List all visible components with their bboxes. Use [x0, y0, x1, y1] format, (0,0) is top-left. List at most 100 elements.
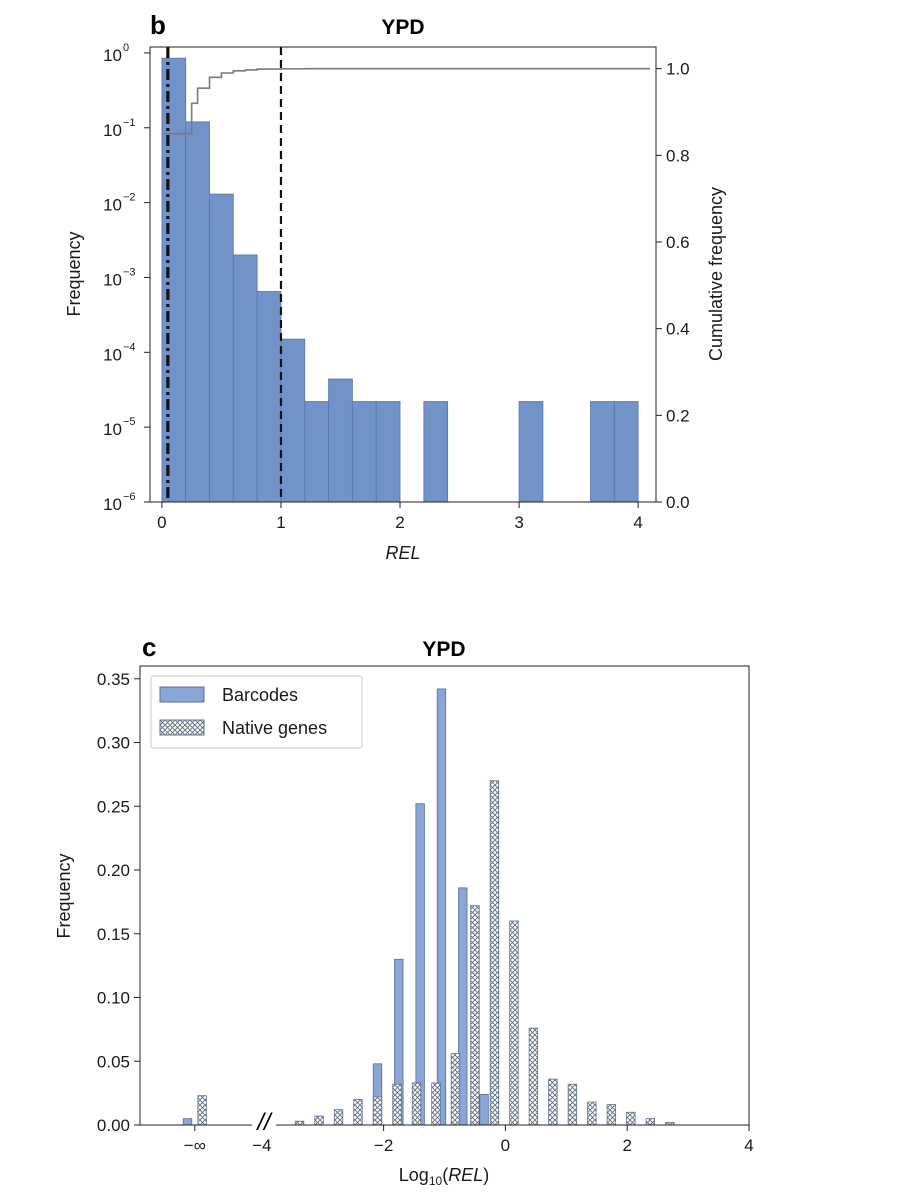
- x-tick-label: 4: [633, 513, 642, 532]
- cumulative-curve: [161, 67, 651, 135]
- barcodes-bar: [415, 803, 425, 1126]
- native-genes-bar: [372, 1096, 383, 1126]
- native-genes-bar: [411, 1082, 422, 1126]
- native-genes-bar: [431, 1082, 441, 1126]
- histogram-bar: [328, 378, 353, 503]
- panel-c: c YPD −∞ −4 −2 0 2 4 0.00 0.05 0.10 0.15 0.20 0.25…: [54, 632, 754, 1188]
- native-genes-bar: [528, 1027, 539, 1126]
- histogram-bar: [613, 401, 639, 503]
- panel-c-bars: [182, 688, 675, 1126]
- native-genes-neg-inf-bar: [197, 1095, 207, 1126]
- y-tick-label: 10: [103, 420, 122, 439]
- y2-tick-label: 1.0: [666, 60, 690, 79]
- legend: Barcodes Native genes: [150, 675, 363, 749]
- histogram-bar: [423, 401, 449, 503]
- panel-b-y2-label: Cumulative frequency: [706, 187, 726, 361]
- native-genes-bar: [353, 1099, 363, 1126]
- axis-break-symbol: //: [255, 1109, 273, 1136]
- y-tick-label: 0.15: [97, 925, 130, 944]
- x-tick-label: 1: [276, 513, 285, 532]
- panel-b-cumulative: [161, 67, 651, 135]
- native-genes-bar: [606, 1104, 617, 1126]
- y-tick-label: 0.00: [97, 1116, 130, 1135]
- y2-tick-label: 0.0: [666, 493, 690, 512]
- histogram-bar: [518, 401, 544, 503]
- native-genes-bar: [314, 1115, 324, 1126]
- y-tick-label: 0.05: [97, 1052, 130, 1071]
- x-tick-label: 4: [744, 1136, 753, 1155]
- native-genes-bar: [294, 1120, 305, 1126]
- native-genes-bar: [509, 920, 519, 1126]
- y-tick-label: 10: [103, 121, 122, 140]
- y-tick-label: 0.20: [97, 861, 130, 880]
- panel-b-x-label: REL: [385, 543, 420, 563]
- panel-c-title: YPD: [422, 638, 465, 661]
- panel-c-x-label: Log10(REL): [399, 1165, 489, 1188]
- histogram-bar: [232, 254, 258, 503]
- panel-c-y-ticks: 0.00 0.05 0.10 0.15 0.20 0.25 0.30 0.35: [97, 670, 140, 1135]
- y-tick-exponent: 0: [123, 42, 129, 54]
- y-tick-exponent: −3: [123, 266, 136, 278]
- histogram-bar: [304, 401, 329, 503]
- y-tick-exponent: −2: [123, 192, 136, 204]
- native-genes-bar: [587, 1101, 597, 1126]
- native-genes-bar: [489, 780, 500, 1126]
- histogram-bar: [351, 401, 377, 503]
- y-tick-label: 10: [103, 46, 122, 65]
- panel-c-x-ticks: −∞ −4 −2 0 2 4: [184, 1125, 754, 1155]
- native-genes-bar: [450, 1053, 461, 1126]
- native-genes-bar: [567, 1083, 578, 1126]
- y-tick-exponent: −1: [123, 117, 136, 129]
- y2-tick-label: 0.6: [666, 233, 690, 252]
- panel-b-title: YPD: [381, 16, 424, 39]
- histogram-bar: [185, 121, 210, 503]
- native-genes-bar: [548, 1078, 558, 1126]
- x-tick-label: −4: [252, 1136, 271, 1155]
- x-tick-label: 2: [395, 513, 404, 532]
- barcodes-neg-inf-bar: [182, 1118, 193, 1126]
- y-tick-label: 0.10: [97, 989, 130, 1008]
- legend-swatch-barcodes: [159, 686, 205, 703]
- axis-break-marker: //: [252, 1108, 276, 1138]
- y-tick-exponent: −4: [123, 341, 136, 353]
- y-tick-exponent: −6: [123, 491, 136, 503]
- x-tick-label: 3: [514, 513, 523, 532]
- y2-tick-label: 0.4: [666, 320, 690, 339]
- histogram-bar: [590, 401, 615, 503]
- histogram-bar: [280, 338, 306, 503]
- panel-b-threshold-lines: [166, 47, 283, 502]
- x-tick-label: 2: [622, 1136, 631, 1155]
- panel-b-frame: [149, 46, 657, 503]
- y-tick-label: 10: [103, 495, 122, 514]
- panel-b-letter: b: [150, 10, 166, 40]
- x-tick-label: −2: [374, 1136, 393, 1155]
- barcodes-bar: [479, 1094, 489, 1126]
- y2-tick-label: 0.2: [666, 406, 690, 425]
- native-genes-bar: [645, 1118, 656, 1126]
- y-tick-label: 0.25: [97, 797, 130, 816]
- histogram-bar: [256, 291, 282, 503]
- panel-b-x-ticks: 0 1 2 3 4: [157, 502, 643, 532]
- x-tick-label: 0: [501, 1136, 510, 1155]
- legend-label-barcodes: Barcodes: [222, 685, 298, 705]
- legend-swatch-native-genes: [159, 719, 205, 736]
- native-genes-bar: [626, 1111, 636, 1126]
- panel-c-letter: c: [142, 632, 156, 662]
- x-tick-label: 0: [157, 513, 166, 532]
- y-tick-label: 10: [103, 270, 122, 289]
- panel-c-frame: [139, 665, 750, 1126]
- y-tick-label: 10: [103, 345, 122, 364]
- x-tick-label: −∞: [184, 1136, 206, 1155]
- y-tick-label: 10: [103, 196, 122, 215]
- histogram-bar: [375, 401, 401, 503]
- y-tick-label: 0.30: [97, 734, 130, 753]
- histogram-bar: [209, 193, 234, 503]
- native-genes-bar: [333, 1109, 344, 1126]
- panel-b-bars: [161, 57, 639, 503]
- y-tick-exponent: −5: [123, 416, 136, 428]
- panel-c-y-label: Frequency: [54, 853, 74, 938]
- histogram-bar: [161, 57, 187, 503]
